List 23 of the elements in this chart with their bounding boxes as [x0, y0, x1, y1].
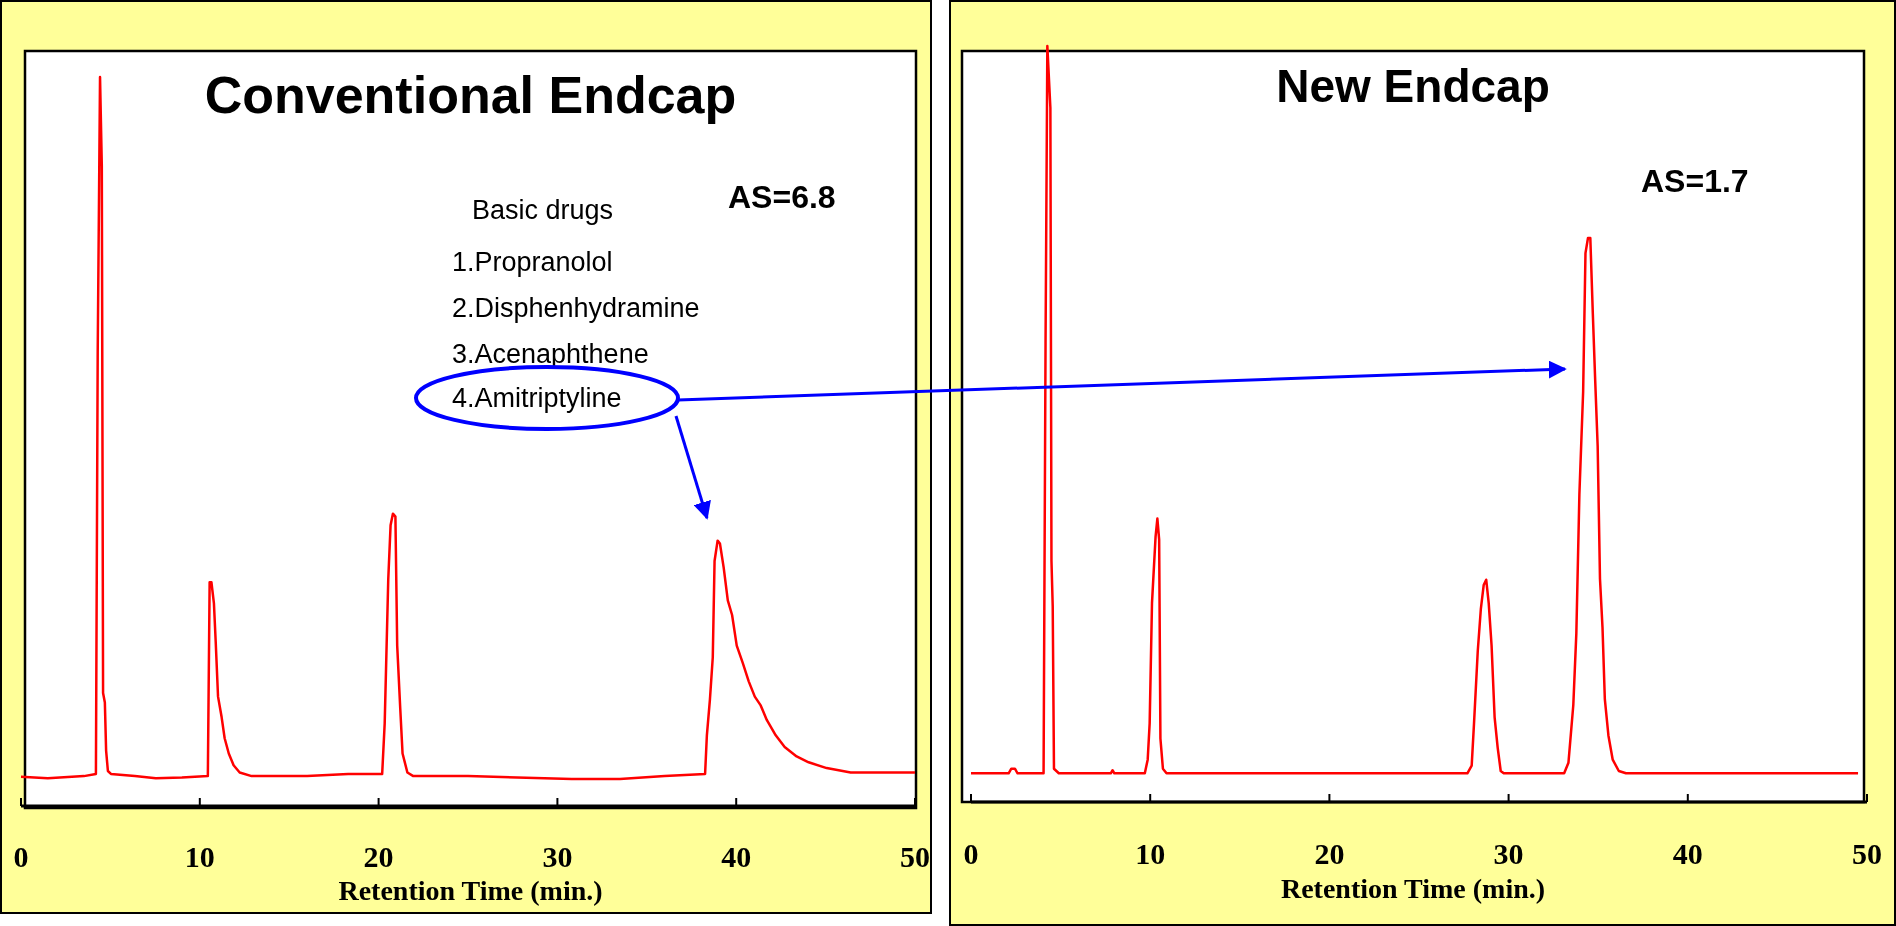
- annotation: AS=1.7: [1641, 163, 1749, 199]
- x-tick-label: 30: [542, 840, 573, 873]
- annotation: Basic drugs: [472, 195, 614, 225]
- x-tick-label: 40: [721, 840, 752, 873]
- x-axis-title: Retention Time (min.): [338, 875, 603, 906]
- x-tick-label: 10: [1135, 837, 1166, 870]
- x-axis-title: Retention Time (min.): [1280, 873, 1546, 904]
- chart-title: Conventional Endcap: [204, 66, 737, 124]
- x-tick-label: 0: [13, 840, 29, 873]
- annotation: 3.Acenaphthene: [452, 339, 649, 369]
- x-tick-label: 30: [1493, 837, 1524, 870]
- annotation: 4.Amitriptyline: [452, 383, 622, 413]
- x-tick-label: 50: [1852, 837, 1882, 870]
- x-tick-label: 0: [963, 837, 979, 870]
- chart-title: New Endcap: [1276, 60, 1550, 112]
- annotation: 2.Disphenhydramine: [452, 293, 700, 323]
- x-tick-label: 20: [363, 840, 394, 873]
- x-tick-label: 50: [900, 840, 930, 873]
- x-tick-label: 10: [184, 840, 215, 873]
- x-tick-label: 40: [1672, 837, 1703, 870]
- annotation: AS=6.8: [728, 179, 836, 215]
- x-tick-label: 20: [1314, 837, 1345, 870]
- annotation: 1.Propranolol: [452, 247, 613, 277]
